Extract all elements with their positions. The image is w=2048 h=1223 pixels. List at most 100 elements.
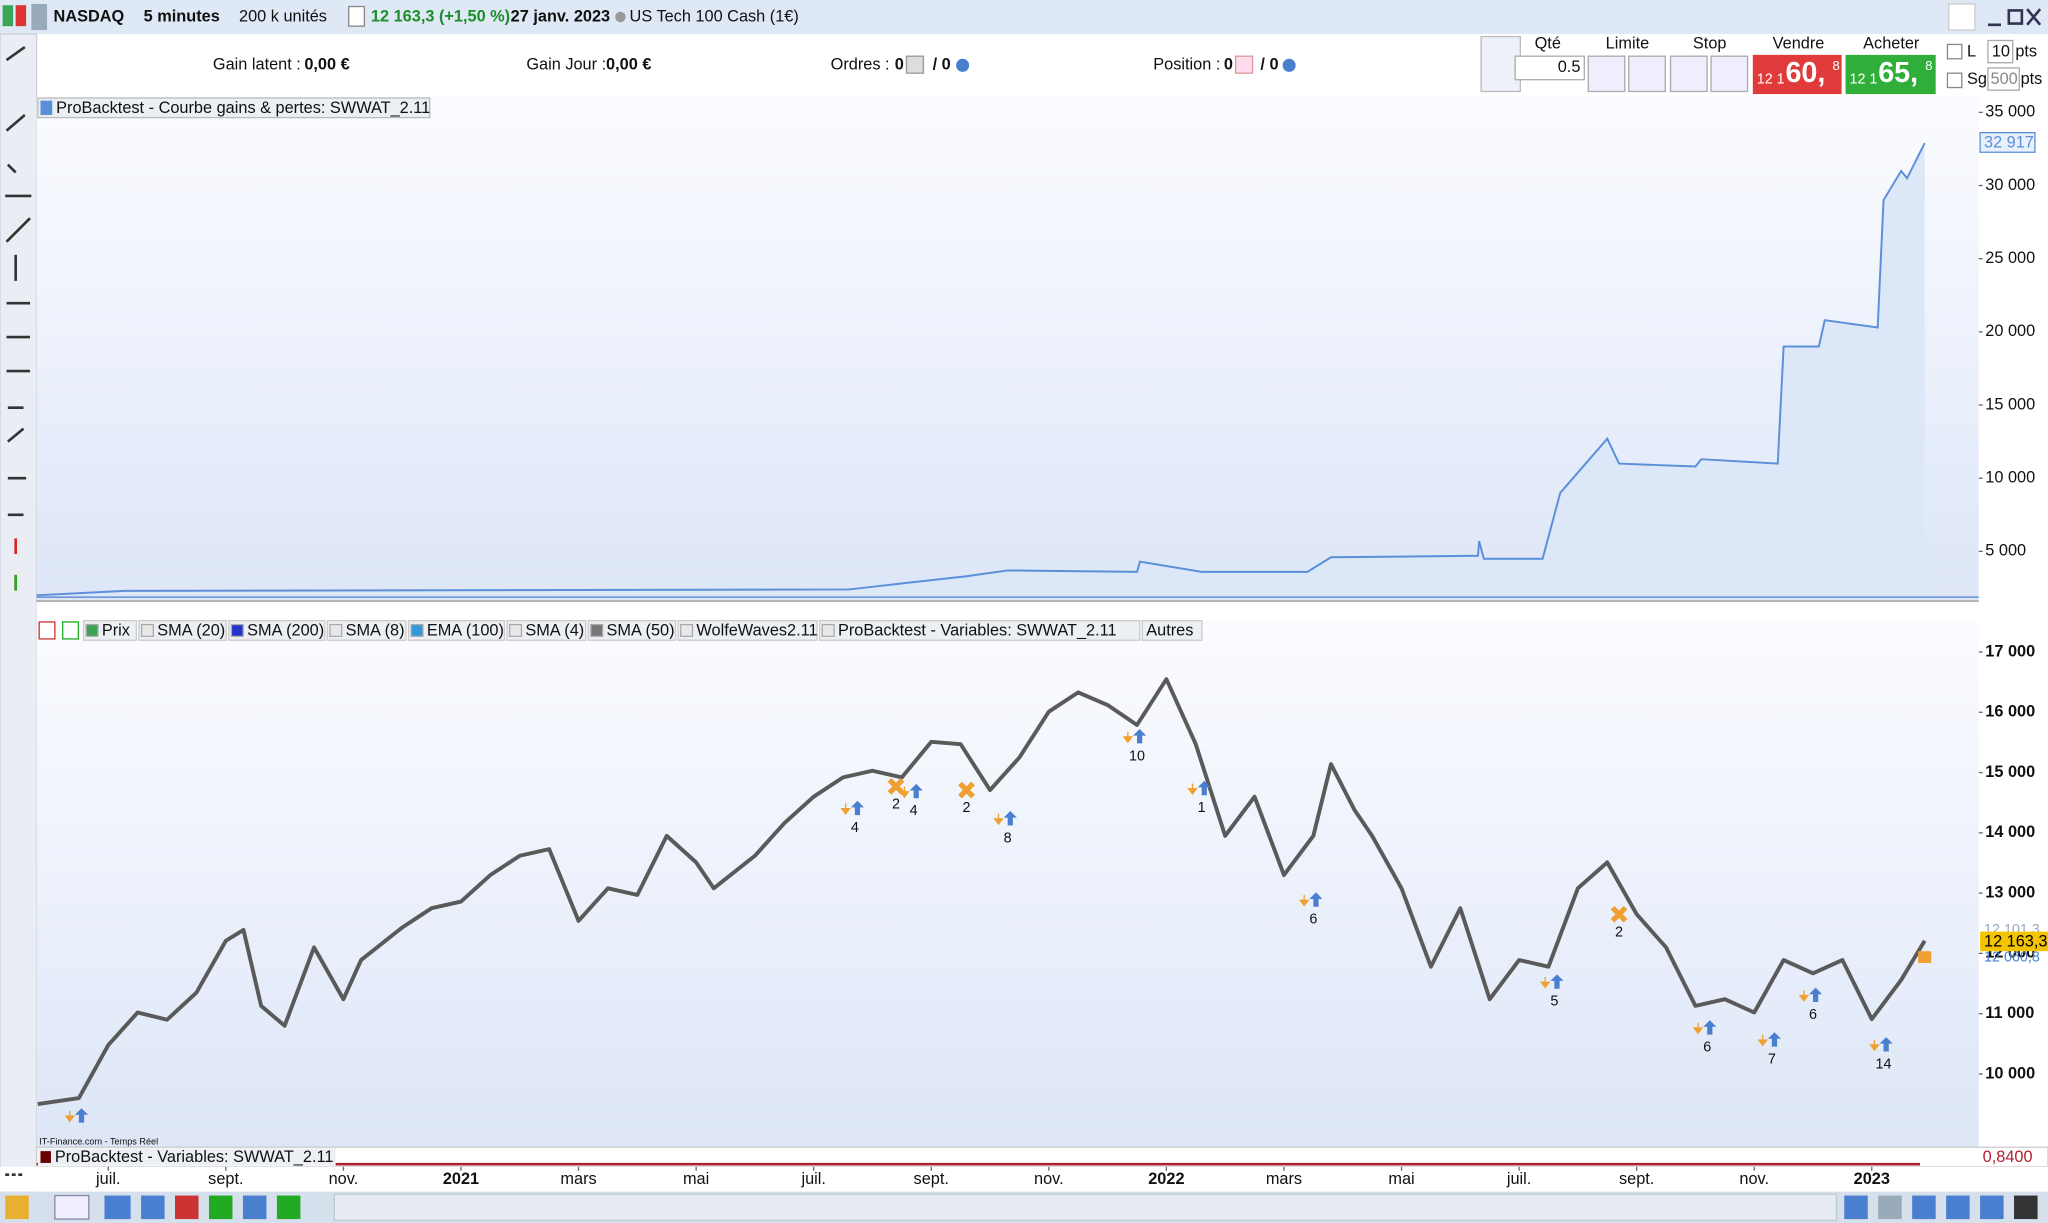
trade-arrow-down <box>1692 1022 1704 1035</box>
y-tick-label: 5 000 <box>1985 542 2026 560</box>
qty-input[interactable] <box>1514 55 1585 81</box>
limit-buy[interactable] <box>1587 55 1626 93</box>
legend-item[interactable] <box>138 619 227 641</box>
trade-arrow <box>1309 892 1323 907</box>
legend-label: SMA (200) <box>247 621 324 639</box>
window-controls[interactable] <box>1987 8 2042 27</box>
trade-arrow-down <box>1539 977 1551 989</box>
legend-item[interactable] <box>677 619 818 641</box>
legend-swatch <box>821 623 835 637</box>
price[interactable]: 60, <box>1785 57 1825 89</box>
qty[interactable]: 0.5 <box>1558 58 1581 76</box>
info-icon[interactable] <box>348 5 366 27</box>
icon <box>15 5 27 27</box>
price-label: 12 060,8 <box>1984 950 2040 966</box>
sell-button[interactable] <box>1752 54 1842 95</box>
limit-sell[interactable] <box>1628 55 1666 93</box>
legend-label: SMA (50) <box>607 621 675 639</box>
price-box <box>1980 931 2048 952</box>
stop-buy[interactable] <box>1669 55 1708 93</box>
y-tick-label: 16 000 <box>1985 703 2035 721</box>
last-value-label: 32 917 <box>1984 133 2034 151</box>
legend-item[interactable] <box>506 619 587 641</box>
legend-swatch <box>40 1151 51 1163</box>
label: Vendre <box>1773 35 1825 53</box>
date: 27 janv. 2023 <box>511 7 610 25</box>
buy-button[interactable] <box>1845 54 1936 95</box>
label: Sg <box>1967 70 1987 88</box>
trade-arrow <box>1703 1020 1717 1035</box>
trade-arrow-down <box>1298 895 1310 907</box>
legend-swatch <box>508 623 523 637</box>
legend-swatch <box>40 100 53 115</box>
x-tick-label: juil. <box>1506 1170 1531 1188</box>
price[interactable]: 12 1 <box>1757 71 1785 87</box>
trade-arrow-down <box>1187 783 1198 796</box>
legend-item[interactable] <box>326 619 407 641</box>
stop-sell[interactable] <box>1710 55 1749 93</box>
quote: 12 163,3 (+1,50 %) <box>371 7 510 25</box>
price[interactable]: 65, <box>1878 57 1918 89</box>
x-tick-label: 2021 <box>443 1170 479 1188</box>
trade-arrow <box>909 783 923 799</box>
legend-label: EMA (100) <box>427 621 504 639</box>
icon[interactable] <box>1234 55 1254 74</box>
trade-label: 2 <box>963 800 971 816</box>
gear-icon[interactable] <box>956 58 970 72</box>
trade-label: 4 <box>851 820 859 836</box>
tool-icon[interactable] <box>1480 35 1521 93</box>
x-tick-label: nov. <box>1739 1170 1769 1188</box>
legend-item[interactable] <box>407 619 506 641</box>
legend-item[interactable] <box>228 619 326 641</box>
trade-arrow-down <box>1757 1034 1768 1047</box>
icon[interactable] <box>905 55 925 74</box>
checkbox[interactable] <box>1946 43 1963 60</box>
trade-arrow <box>1197 780 1211 796</box>
legend-item[interactable] <box>819 619 1141 641</box>
position-marker <box>1918 951 1932 963</box>
gear-icon[interactable] <box>1282 58 1296 72</box>
market[interactable]: NASDAQ <box>54 7 125 25</box>
legend-label: ProBacktest - Variables: SWWAT_2.11 <box>838 621 1117 639</box>
legend-label: SMA (4) <box>525 621 584 639</box>
x-tick-label: mars <box>1266 1170 1302 1188</box>
label: Gain Jour : <box>526 56 606 74</box>
units[interactable]: 200 k unités <box>239 7 327 25</box>
value: / 0 <box>1260 56 1278 74</box>
legend-label: SMA (20) <box>157 621 225 639</box>
value: 0 <box>895 56 904 74</box>
input[interactable] <box>1987 67 2020 91</box>
value[interactable]: 10 <box>1992 43 2010 61</box>
period[interactable]: 5 minutes <box>144 7 220 25</box>
legend-swatch <box>140 623 154 637</box>
legend-item[interactable] <box>1141 619 1203 641</box>
trade-label: 14 <box>1876 1056 1892 1072</box>
trade-arrow-down <box>840 803 851 815</box>
legend-swatch <box>85 623 99 637</box>
price[interactable]: 8 <box>1832 58 1839 73</box>
trade-cross <box>887 778 905 795</box>
y-tick-label: 25 000 <box>1985 249 2035 267</box>
value[interactable]: 500 <box>1991 70 2018 88</box>
trade-label: 2 <box>1615 924 1623 940</box>
legend-item[interactable] <box>587 619 677 641</box>
value: / 0 <box>933 56 951 74</box>
legend-label: WolfeWaves2.11 <box>696 621 817 639</box>
x-tick-label: mai <box>1388 1170 1414 1188</box>
trade-label: 1 <box>1198 800 1206 816</box>
checkbox[interactable] <box>1946 72 1963 89</box>
price[interactable]: 8 <box>1925 58 1932 73</box>
price[interactable]: 12 1 <box>1849 71 1877 87</box>
trade-arrow <box>850 800 864 816</box>
trade-arrow-down <box>1869 1039 1880 1052</box>
trade-arrow-down <box>899 786 910 799</box>
input[interactable] <box>1987 39 2014 64</box>
x-tick-label: juil. <box>95 1170 120 1188</box>
sync-icon[interactable] <box>1948 3 1976 31</box>
label: Limite <box>1606 35 1650 53</box>
x-tick-label: sept. <box>914 1170 949 1188</box>
legend-label: SMA (8) <box>346 621 405 639</box>
legend-swatch <box>680 623 694 637</box>
bottom-icons[interactable] <box>5 1193 2038 1222</box>
